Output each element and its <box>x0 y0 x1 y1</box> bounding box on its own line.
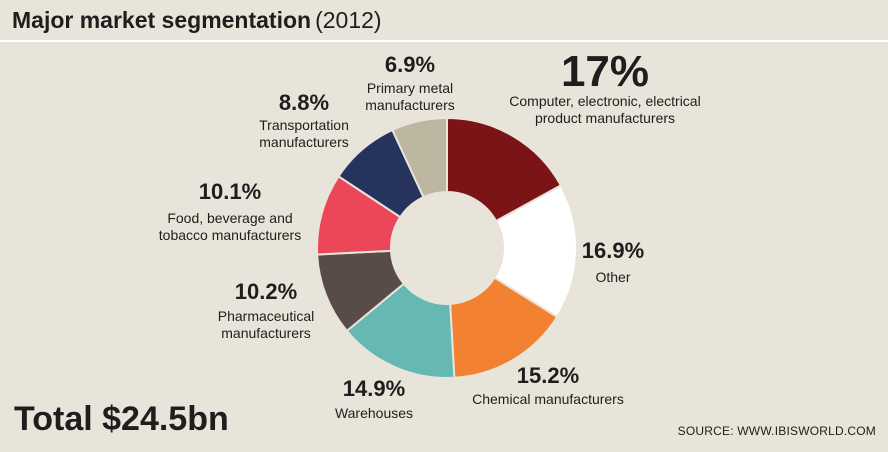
donut-hole <box>392 193 502 303</box>
slice-category-label-5-line-1: Pharmaceutical <box>218 308 315 324</box>
source-text: SOURCE: WWW.IBISWORLD.COM <box>677 424 876 438</box>
slice-category-label-6-line-2: tobacco manufacturers <box>159 227 301 243</box>
slice-category-label-6-line-1: Food, beverage and <box>167 210 292 226</box>
slice-category-label-7-line-1: Transportation <box>259 117 349 133</box>
slice-percent-label-6: 10.1% <box>199 179 261 204</box>
slice-category-label-8-line-1: Primary metal <box>367 80 453 96</box>
slice-category-label-1-line-2: product manufacturers <box>535 110 675 126</box>
slice-category-label-8-line-2: manufacturers <box>365 97 454 113</box>
total-value: Total $24.5bn <box>14 400 229 438</box>
title-text: Major market segmentation <box>12 7 312 33</box>
slice-category-label-4-line-1: Warehouses <box>335 405 413 421</box>
slice-percent-label-1: 17% <box>561 47 649 96</box>
slice-percent-label-2: 16.9% <box>582 238 644 263</box>
pie-slice-3 <box>449 276 559 379</box>
pie-slice-1 <box>446 116 563 223</box>
title-year: (2012) <box>315 7 382 33</box>
slice-category-label-5-line-2: manufacturers <box>221 325 310 341</box>
chart-title: Major market segmentation (2012) <box>12 7 382 34</box>
pie-slice-2 <box>493 184 578 319</box>
slice-percent-label-3: 15.2% <box>517 363 579 388</box>
title-bar: Major market segmentation (2012) <box>0 0 888 42</box>
slice-percent-label-7: 8.8% <box>279 90 329 115</box>
slice-category-label-3-line-1: Chemical manufacturers <box>472 391 624 407</box>
slice-category-label-2-line-1: Other <box>595 269 630 285</box>
slice-percent-label-8: 6.9% <box>385 52 435 77</box>
slice-category-label-1-line-1: Computer, electronic, electrical <box>509 93 700 109</box>
slice-percent-label-5: 10.2% <box>235 279 297 304</box>
slice-percent-label-4: 14.9% <box>343 376 405 401</box>
pie-slice-8 <box>391 116 448 199</box>
slice-category-label-7-line-2: manufacturers <box>259 134 348 150</box>
